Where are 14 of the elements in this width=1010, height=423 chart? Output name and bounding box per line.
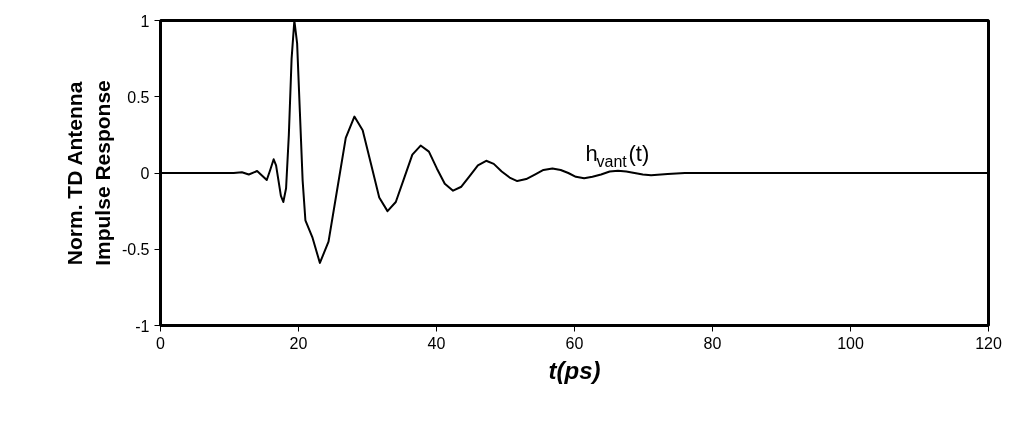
x-tick-label: 0 [156, 334, 166, 352]
y-axis-title: Norm. TD Antenna Impulse Response [63, 80, 114, 266]
x-axis-title: t(ps) [548, 356, 601, 384]
y-tick-label: 0.5 [127, 88, 150, 106]
x-tick-label: 80 [703, 334, 722, 352]
x-tick-label: 20 [289, 334, 308, 352]
y-tick-label: -1 [135, 317, 150, 335]
y-tick-label: 1 [140, 12, 150, 30]
y-tick-label: -0.5 [121, 241, 150, 259]
x-tick-label: 40 [427, 334, 446, 352]
y-tick-label: 0 [140, 165, 150, 182]
x-tick-label: 120 [975, 334, 1002, 352]
x-tick-label: 100 [837, 334, 864, 352]
x-tick-label: 60 [565, 334, 584, 352]
